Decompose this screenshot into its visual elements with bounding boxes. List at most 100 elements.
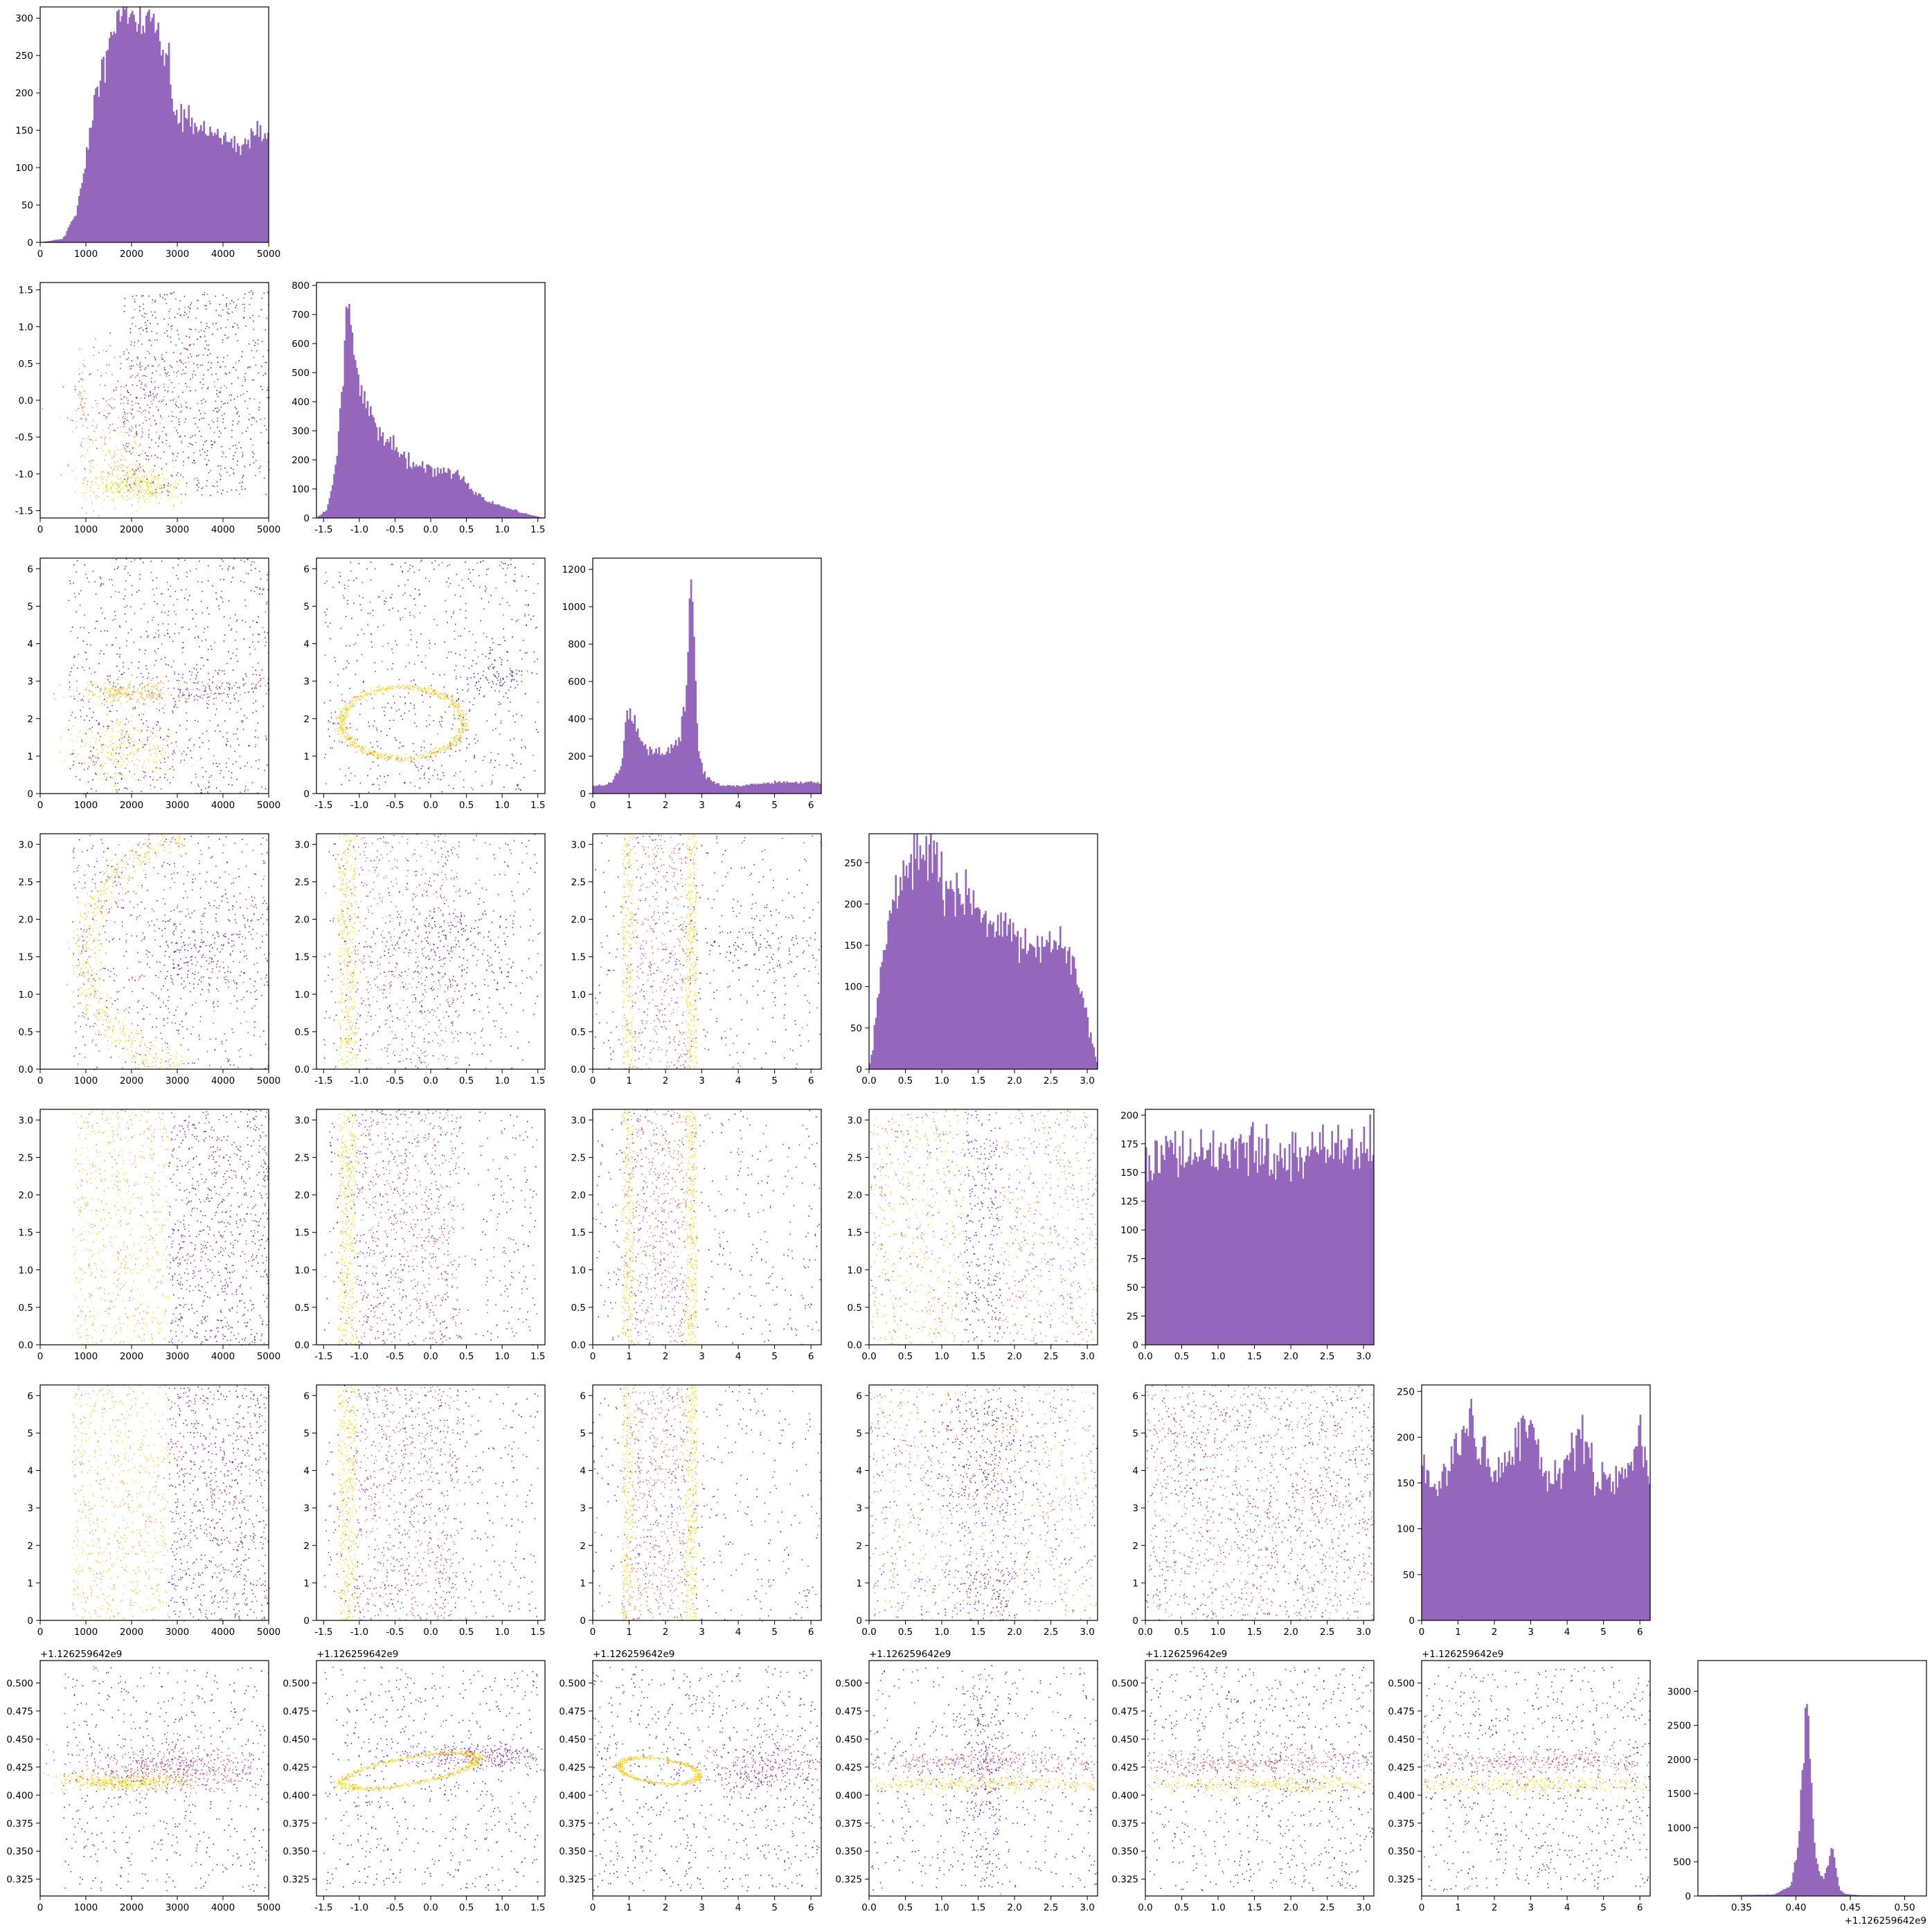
scatter-panel-p0-p1: 0 1000 2000 3000 4000 5000 -1.5 -1.0 -0.5 0.0 0.5 1… [15,282,280,535]
axes-frame [592,833,822,1070]
x-tick-label: 1.5 [530,1902,545,1913]
scatter-points [53,1666,269,1881]
y-tick-label: 0.350 [835,1846,862,1857]
x-tick-label: 0 [37,249,44,260]
y-tick-label: 0 [27,238,33,249]
x-tick-label: 1.5 [971,1351,985,1362]
scatter-points [616,1755,702,1787]
y-tick-label: 500 [292,368,310,379]
histogram-panel-p3: 0.0 0.5 1.0 1.5 2.0 2.5 3.0 0 50 100 150 200 250 [844,833,1098,1086]
y-tick-label: 1 [27,1578,33,1589]
x-tick-label: 6 [808,1627,814,1638]
x-tick-label: 2 [1492,1902,1498,1913]
x-tick-label: 0 [37,1627,44,1638]
scatter-points [623,843,686,1063]
scatter-points [324,1113,537,1331]
scatter-points [593,1667,821,1892]
axes-frame [39,282,269,519]
y-tick-label: 1.5 [571,1228,586,1239]
y-tick-label: 0.425 [1388,1762,1415,1773]
x-tick-label: 3000 [166,524,189,535]
y-tick-label: 0.5 [19,359,33,370]
x-tick-label: 6 [808,800,814,811]
y-tick-label: 2 [580,1541,586,1552]
y-tick-label: 2.0 [571,915,586,926]
scatter-points [616,1756,761,1793]
scatter-points [338,1388,357,1620]
scatter-panel-p0-p6: 0 1000 2000 3000 4000 5000 0.325 0.350 0.375 0.40… [6,1649,280,1913]
y-tick-label: 1.5 [848,1228,862,1239]
histogram-panel-p1: -1.5 -1.0 -0.5 0.0 0.5 1.0 1.5 0 100 200 300 400 500… [292,280,546,535]
x-tick-label: 0.0 [1138,1627,1152,1638]
x-tick-label: -1.5 [314,1627,332,1638]
y-tick-label: 0.450 [1388,1734,1415,1745]
y-tick-label: 1.0 [848,1265,862,1276]
y-offset-label: +1.126259642e9 [40,1649,122,1660]
y-tick-label: 0.325 [559,1875,586,1886]
y-tick-label: 2500 [1667,1721,1691,1732]
scatter-points [622,1110,698,1345]
x-tick-label: 3 [699,1902,705,1913]
axes-frame [592,557,822,794]
axes-frame [592,1384,822,1621]
x-tick-label: 0 [37,1351,44,1362]
x-tick-label: 1.5 [530,1075,545,1086]
scatter-panel-p3-p6: 0.0 0.5 1.0 1.5 2.0 2.5 3.0 0.325 0.350 0.375 0.40… [835,1649,1099,1913]
scatter-points [338,1110,357,1344]
scatter-points [622,1111,697,1341]
scatter-panel-p1-p2: -1.5 -1.0 -0.5 0.0 0.5 1.0 1.5 0 1 2 3 4 5 6 [303,557,546,811]
scatter-points [168,1386,269,1622]
y-tick-label: 0.0 [295,1064,310,1075]
scatter-points [325,1666,543,1886]
y-tick-label: 800 [292,280,310,292]
scatter-panel-p2-p3: 0 1 2 3 4 5 6 0.0 0.5 1.0 1.5 2.0 2.5 3.0 [571,833,823,1086]
y-tick-label: 3.0 [571,839,586,850]
histogram-panel-p5: 0 1 2 3 4 5 6 0 50 100 150 200 250 [1397,1384,1651,1638]
x-tick-label: 2000 [120,249,143,260]
scatter-points [78,838,267,1046]
x-tick-label: 0 [590,1902,596,1913]
scatter-points [1150,1385,1373,1618]
x-tick-label: 2 [663,1627,669,1638]
y-tick-label: 1 [580,1578,586,1589]
y-tick-label: 2.0 [571,1190,586,1201]
x-tick-label: 0 [37,800,44,811]
y-tick-label: 0.0 [571,1064,586,1075]
axes-frame [1145,1660,1375,1897]
scatter-points [324,1110,537,1343]
x-tick-label: -1.0 [350,524,368,535]
y-tick-label: 0.325 [1111,1875,1138,1886]
scatter-points [72,1385,169,1622]
x-tick-label: 0.0 [423,1075,438,1086]
x-tick-label: 3000 [166,1351,189,1362]
scatter-points [347,834,460,1065]
scatter-points [870,1112,1098,1334]
x-tick-label: 2 [663,1075,669,1086]
x-tick-label: 5 [1600,1902,1607,1913]
scatter-points [60,386,182,510]
x-tick-label: -0.5 [386,1902,404,1913]
x-tick-label: 2 [1492,1627,1498,1638]
y-tick-label: 0.350 [6,1846,33,1857]
histogram-bars [1422,1398,1651,1620]
y-tick-label: 3.0 [295,1115,310,1126]
x-tick-label: 0 [37,1075,44,1086]
y-tick-label: 0.5 [571,1027,586,1038]
x-tick-label: -1.5 [314,800,332,811]
x-tick-label: 2000 [120,524,143,535]
x-tick-label: 0.0 [423,1627,438,1638]
y-tick-label: 1.5 [19,285,33,296]
x-tick-label: 3.0 [1080,1351,1094,1362]
scatter-points [71,359,175,514]
x-tick-label: 0.5 [459,524,474,535]
scatter-points [72,1385,170,1621]
y-tick-label: 0.0 [571,1340,586,1351]
x-tick-label: -1.0 [350,800,368,811]
y-tick-label: 0.375 [1388,1818,1415,1830]
y-tick-label: 3.0 [571,1115,586,1126]
x-tick-label: 5000 [257,1902,280,1913]
axes-frame [1697,1660,1927,1897]
y-tick-label: 0.400 [559,1790,586,1801]
y-tick-label: 0.350 [1388,1846,1415,1857]
x-tick-label: -0.5 [386,1627,404,1638]
